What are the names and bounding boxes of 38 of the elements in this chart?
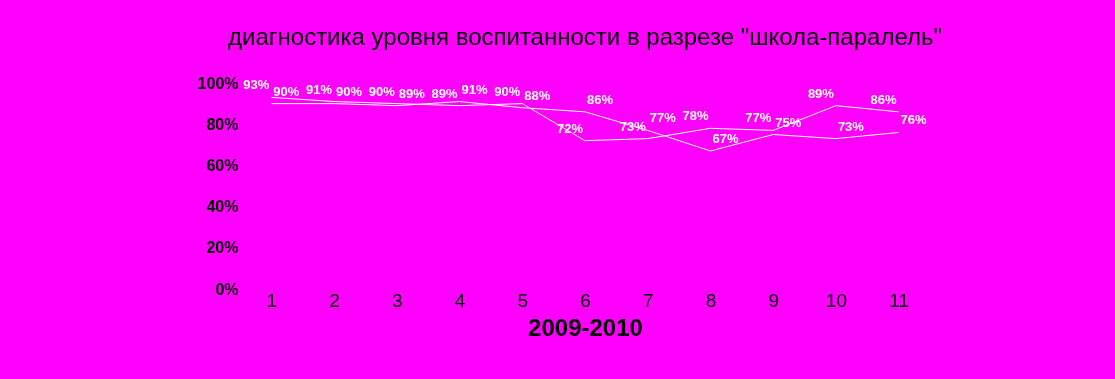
x-tick-label: 4 [454, 289, 466, 311]
data-label: 73% [837, 118, 865, 134]
data-label: 90% [368, 83, 396, 99]
data-label: 67% [712, 130, 739, 146]
x-tick-label: 10 [825, 289, 847, 311]
data-label: 90% [494, 83, 521, 99]
data-label: 86% [586, 91, 614, 107]
x-tick-label: 9 [768, 289, 779, 311]
x-tick-label: 3 [392, 289, 403, 311]
data-label: 88% [524, 87, 551, 103]
y-tick-label: 40% [206, 198, 239, 216]
data-label: 78% [682, 108, 709, 124]
data-label: 89% [807, 85, 835, 101]
x-tick-label: 8 [705, 289, 717, 311]
data-label: 91% [306, 81, 333, 97]
x-tick-label: 11 [889, 289, 909, 311]
y-tick-label: 20% [206, 239, 239, 257]
data-label: 90% [336, 83, 363, 99]
x-axis-title: 2009-2010 [528, 313, 643, 341]
y-tick-label: 60% [206, 156, 239, 174]
data-label: 89% [431, 85, 458, 101]
data-label: 91% [461, 81, 488, 97]
data-label: 86% [870, 91, 898, 107]
x-tick-label: 2 [329, 289, 340, 311]
data-label: 77% [649, 110, 677, 126]
y-tick-label: 80% [206, 115, 239, 133]
x-tick-label: 1 [266, 289, 278, 311]
x-tick-label: 7 [642, 289, 654, 311]
data-label: 77% [745, 110, 772, 126]
y-tick-label: 100% [197, 74, 239, 92]
data-label: 90% [273, 83, 300, 99]
x-tick-label: 6 [580, 289, 591, 311]
chart-title: диагностика уровня воспитанности в разрезе "школа-паралель" [228, 23, 942, 50]
data-label: 89% [398, 85, 426, 101]
y-tick-label: 0% [215, 280, 239, 298]
data-label: 93% [243, 77, 270, 93]
x-tick-label: 5 [517, 289, 529, 311]
data-label: 76% [900, 112, 928, 128]
